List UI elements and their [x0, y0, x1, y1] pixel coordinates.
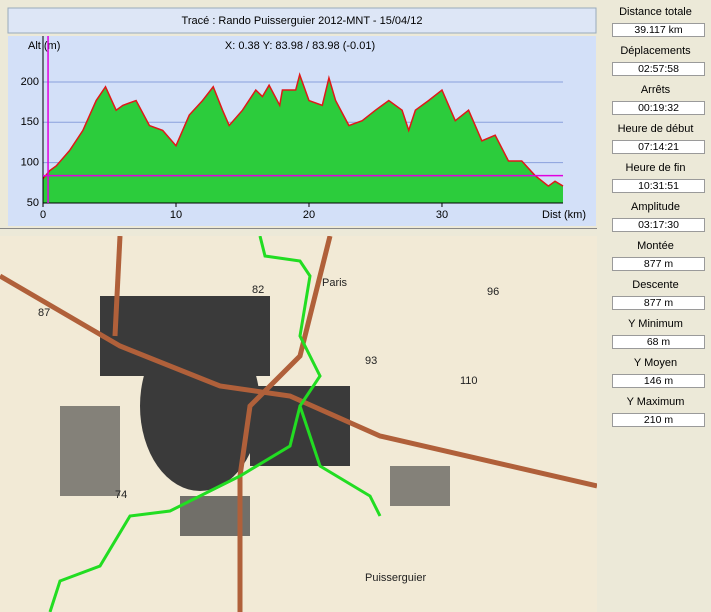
- stat-label: Y Minimum: [628, 318, 683, 330]
- stat-value: 07:14:21: [612, 140, 705, 154]
- map-label: Paris: [322, 277, 348, 289]
- x-tick-label: 10: [170, 209, 182, 221]
- stat: Distance totale 39.117 km: [603, 0, 708, 39]
- map-label: Puisserguier: [365, 572, 426, 584]
- splitter[interactable]: [0, 228, 597, 237]
- stat: Descente 877 m: [603, 273, 708, 312]
- stat-label: Montée: [637, 240, 674, 252]
- y-tick-label: 50: [27, 197, 39, 209]
- title-bar: [7, 7, 597, 34]
- stat-label: Déplacements: [620, 45, 691, 57]
- stat-value: 877 m: [612, 296, 705, 310]
- stat-value: 39.117 km: [612, 23, 705, 37]
- map-label: 82: [252, 284, 264, 296]
- stat: Heure de début 07:14:21: [603, 117, 708, 156]
- map-label: 87: [38, 307, 50, 319]
- elevation-area: [43, 74, 563, 203]
- stat-value: 146 m: [612, 374, 705, 388]
- chart-title: Tracé : Rando Puisserguier 2012-MNT - 15…: [182, 15, 423, 27]
- stat-value: 02:57:58: [612, 62, 705, 76]
- stat-label: Amplitude: [631, 201, 680, 213]
- stat-value: 210 m: [612, 413, 705, 427]
- track: [258, 236, 382, 517]
- stats-panel: Distance totale 39.117 km Déplacements 02:5…: [603, 0, 708, 429]
- stat-value: 10:31:51: [612, 179, 705, 193]
- stat: Heure de fin 10:31:51: [603, 156, 708, 195]
- profile-panel: Tracé : Rando Puisserguier 2012-MNT - 15…: [7, 7, 597, 226]
- map-label: 93: [365, 355, 377, 367]
- stat: Amplitude 03:17:30: [603, 195, 708, 234]
- stat-value: 00:19:32: [612, 101, 705, 115]
- y-tick-label: 200: [21, 76, 39, 88]
- stat: Montée 877 m: [603, 234, 708, 273]
- y-axis-label: Alt (m): [28, 40, 60, 52]
- stat-label: Heure de fin: [625, 162, 686, 174]
- stat-label: Y Maximum: [626, 396, 685, 408]
- stat: Déplacements 02:57:58: [603, 39, 708, 78]
- x-axis-label: Dist (km): [542, 209, 586, 221]
- buildings: [60, 296, 450, 536]
- stat-label: Y Moyen: [633, 357, 678, 369]
- track: [48, 405, 302, 612]
- stat-value: 03:17:30: [612, 218, 705, 232]
- x-tick-label: 20: [303, 209, 315, 221]
- cursor-readout: X: 0.38 Y: 83.98 / 83.98 (-0.01): [225, 40, 375, 52]
- stat-value: 877 m: [612, 257, 705, 271]
- x-tick-label: 30: [436, 209, 448, 221]
- stat: Arrêts 00:19:32: [603, 78, 708, 117]
- elevation-line: [42, 72, 564, 187]
- stat: Y Maximum 210 m: [603, 390, 708, 429]
- x-tick-label: 0: [40, 209, 46, 221]
- stat-label: Descente: [632, 279, 679, 291]
- map-label: 110: [460, 375, 478, 387]
- stat-value: 68 m: [612, 335, 705, 349]
- map-view: Paris Puisserguier 87 82 96 93 110 74: [0, 236, 597, 612]
- y-tick-label: 150: [21, 116, 39, 128]
- roads: [0, 236, 597, 612]
- map-label: 96: [487, 286, 499, 298]
- map-label: 74: [115, 489, 127, 501]
- stat-label: Distance totale: [619, 6, 692, 18]
- stat: Y Minimum 68 m: [603, 312, 708, 351]
- stat-label: Arrêts: [640, 84, 671, 96]
- stat: Y Moyen 146 m: [603, 351, 708, 390]
- stat-label: Heure de début: [617, 123, 694, 135]
- y-tick-label: 100: [21, 157, 39, 169]
